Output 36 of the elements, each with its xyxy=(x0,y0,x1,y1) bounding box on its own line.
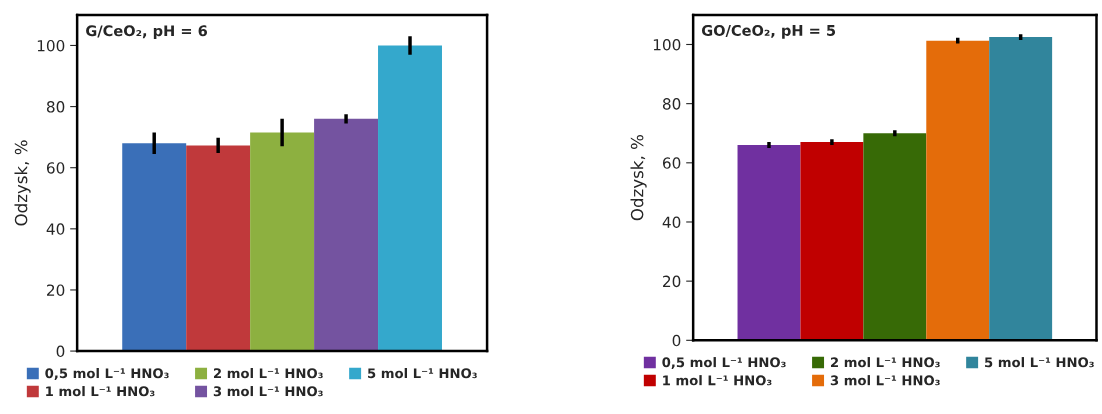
legend-label: 1 mol L⁻¹ HNO₃ xyxy=(46,386,155,397)
bar xyxy=(989,37,1053,341)
y-tick-label: 60 xyxy=(662,157,681,169)
legend-label: 0,5 mol L⁻¹ HNO₃ xyxy=(662,357,786,369)
legend-label: 5 mol L⁻¹ HNO₃ xyxy=(368,367,477,379)
y-tick-label: 80 xyxy=(46,101,65,113)
bar xyxy=(863,133,927,341)
y-tick-label: 0 xyxy=(56,345,65,358)
bar xyxy=(378,45,442,352)
legend-label: 1 mol L⁻¹ HNO₃ xyxy=(663,375,772,386)
y-tick-label: 100 xyxy=(653,38,681,51)
y-tick-label: 60 xyxy=(46,162,65,174)
legend-label: 2 mol L⁻¹ HNO₃ xyxy=(830,357,940,368)
y-axis-title: Odzysk, % xyxy=(630,134,647,221)
y-tick-label: 40 xyxy=(662,216,681,228)
bar xyxy=(314,118,379,352)
legend-label: 5 mol L⁻¹ HNO₃ xyxy=(985,357,1094,368)
y-tick-label: 40 xyxy=(46,223,65,235)
legend-label: 3 mol L⁻¹ HNO₃ xyxy=(213,386,323,397)
legend-label: 2 mol L⁻¹ HNO₃ xyxy=(213,367,323,379)
bar xyxy=(250,132,315,352)
bar xyxy=(926,40,990,341)
bar xyxy=(122,143,187,352)
bar xyxy=(737,145,801,341)
y-tick-label: 0 xyxy=(672,334,681,347)
legend-label: 3 mol L⁻¹ HNO₃ xyxy=(830,375,940,386)
legend-label: 0,5 mol L⁻¹ HNO₃ xyxy=(45,367,169,380)
bar xyxy=(800,142,864,341)
y-axis-title: Odzysk, % xyxy=(14,140,31,226)
y-tick-label: 20 xyxy=(47,284,65,296)
text: GO/CeO₂, pH = 5 xyxy=(701,24,836,39)
bar xyxy=(186,145,251,352)
y-tick-label: 20 xyxy=(663,275,681,288)
y-tick-label: 80 xyxy=(662,98,681,110)
y-tick-label: 100 xyxy=(37,39,65,52)
text: G/CeO₂, pH = 6 xyxy=(86,25,208,40)
